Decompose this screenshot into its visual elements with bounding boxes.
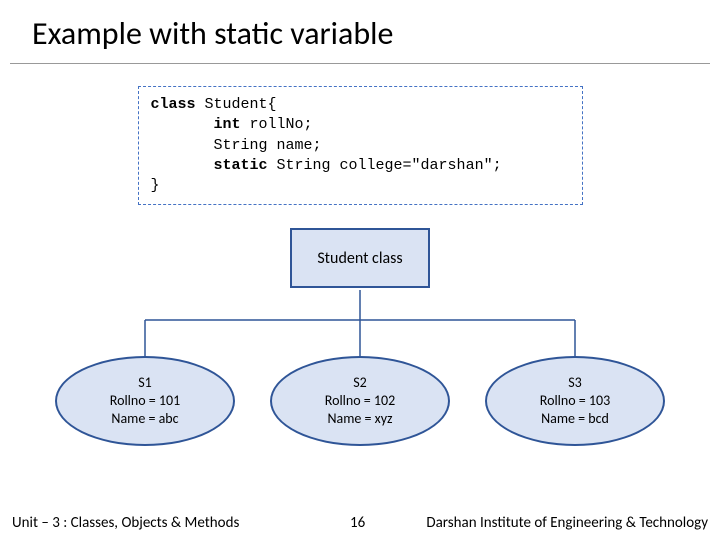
instance-s1-id: S1 xyxy=(138,374,152,392)
instance-node-s2: S2 Rollno = 102 Name = xyz xyxy=(270,356,450,446)
footer-unit: Unit – 3 : Classes, Objects & Methods xyxy=(0,514,239,532)
code-kw-static: static xyxy=(214,157,268,174)
code-line2-rest: rollNo; xyxy=(241,116,313,133)
footer-institute: Darshan Institute of Engineering & Techn… xyxy=(426,514,708,532)
instance-s3-name: Name = bcd xyxy=(541,410,609,428)
footer: Unit – 3 : Classes, Objects & Methods 16… xyxy=(0,506,720,540)
instance-s1-name: Name = abc xyxy=(111,410,178,428)
code-line3: String name; xyxy=(214,137,322,154)
instance-s2-rollno: Rollno = 102 xyxy=(325,392,395,410)
footer-page: 16 xyxy=(350,514,365,532)
instance-s2-id: S2 xyxy=(353,374,367,392)
class-node-label: Student class xyxy=(317,249,402,268)
instance-s3-id: S3 xyxy=(568,374,582,392)
instance-node-s1: S1 Rollno = 101 Name = abc xyxy=(55,356,235,446)
code-line1-rest: Student{ xyxy=(196,96,277,113)
code-kw-class: class xyxy=(151,96,196,113)
class-node: Student class xyxy=(290,228,430,288)
instance-node-s3: S3 Rollno = 103 Name = bcd xyxy=(485,356,665,446)
instance-s2-name: Name = xyz xyxy=(327,410,392,428)
instance-s1-rollno: Rollno = 101 xyxy=(110,392,180,410)
code-line5: } xyxy=(151,177,160,194)
slide-title: Example with static variable xyxy=(10,0,710,64)
instance-s3-rollno: Rollno = 103 xyxy=(540,392,610,410)
code-kw-int: int xyxy=(214,116,241,133)
code-line4-rest: String college="darshan"; xyxy=(268,157,502,174)
code-block: class Student{ int rollNo; String name; … xyxy=(138,86,583,205)
